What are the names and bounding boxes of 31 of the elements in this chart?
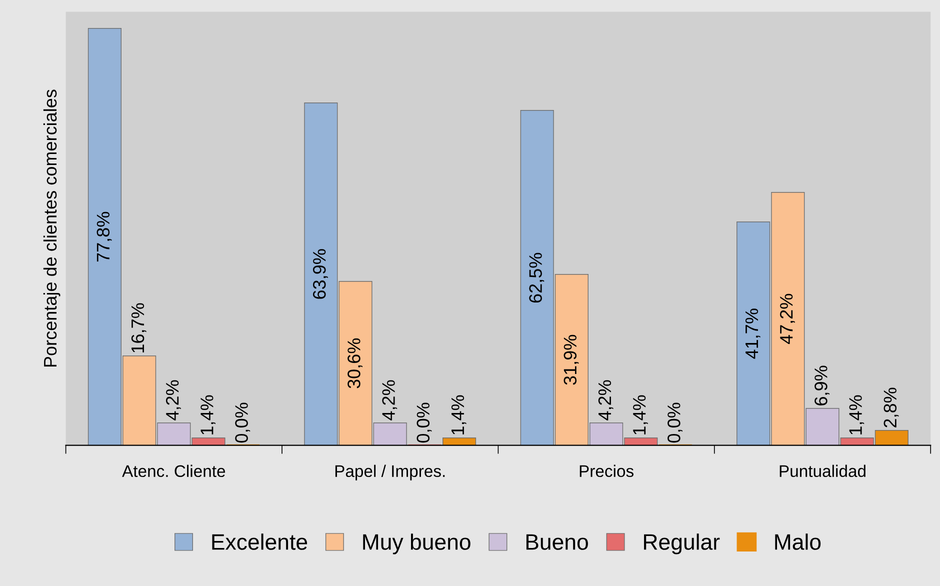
data-label: 0,0%	[668, 402, 682, 443]
x-tick-label: Precios	[580, 464, 634, 478]
x-tick-label: Papel / Impres.	[335, 464, 445, 480]
x-tick-label: Puntualidad	[780, 464, 866, 478]
data-label: 63,9%	[312, 249, 328, 299]
data-label: 62,5%	[529, 252, 544, 303]
data-label: 4,2%	[598, 380, 614, 420]
y-axis-title: Porcentaje de clientes comerciales	[43, 90, 60, 367]
data-label: 0,0%	[235, 402, 250, 443]
data-label: 47,2%	[780, 294, 795, 344]
x-tick-label: Atenc. Cliente	[122, 464, 226, 478]
data-label: 30,6%	[348, 338, 362, 388]
data-label: 2,8%	[884, 388, 899, 428]
data-label: 77,8%	[96, 212, 112, 262]
legend-label: Muy bueno	[363, 534, 470, 554]
data-label: 0,0%	[416, 402, 432, 443]
data-label: 4,2%	[166, 380, 181, 420]
data-label: 16,7%	[131, 303, 146, 352]
data-label: 1,4%	[849, 395, 864, 434]
data-label: 1,4%	[200, 395, 216, 434]
data-label: 31,9%	[564, 334, 579, 385]
data-label: 1,4%	[633, 395, 648, 434]
data-label: 6,9%	[814, 366, 830, 406]
data-label: 41,7%	[745, 308, 760, 359]
bar	[442, 438, 476, 446]
legend-label: Malo	[775, 534, 821, 550]
legend-label: Bueno	[526, 534, 588, 550]
legend-label: Regular	[644, 534, 720, 554]
legend-label: Excelente	[212, 534, 308, 550]
data-label: 4,2%	[382, 380, 398, 420]
data-label: 1,4%	[451, 395, 466, 434]
